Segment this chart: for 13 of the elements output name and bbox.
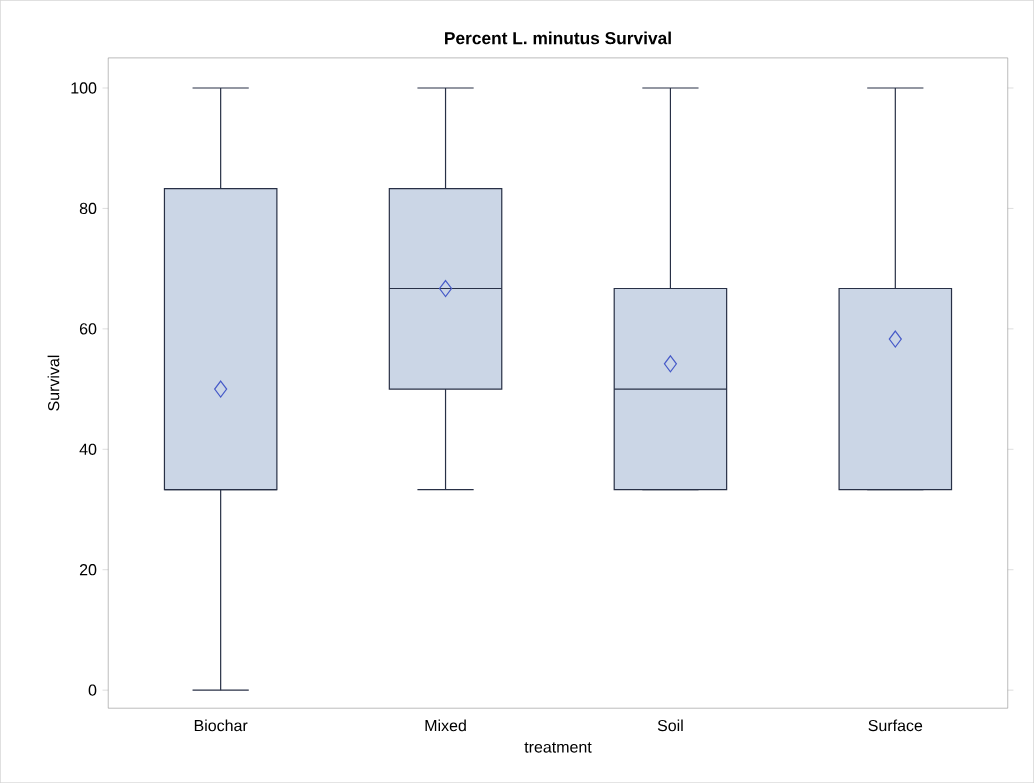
x-axis-title: treatment bbox=[524, 742, 592, 753]
x-tick-label: Biochar bbox=[194, 719, 248, 732]
x-tick-label: Mixed bbox=[425, 719, 466, 732]
y-tick-label: 100 bbox=[71, 82, 97, 94]
y-tick-label: 80 bbox=[79, 202, 97, 215]
y-tick-label: 0 bbox=[88, 684, 97, 696]
y-tick-label: 60 bbox=[79, 323, 97, 335]
x-tick-label: Soil bbox=[657, 719, 683, 732]
y-tick-label: 20 bbox=[79, 564, 97, 576]
chart-title: Percent L. minutus Survival bbox=[445, 31, 671, 45]
x-tick-label: Surface bbox=[868, 719, 923, 732]
y-axis-title: Survival bbox=[47, 355, 60, 411]
y-tick-label: 40 bbox=[79, 443, 97, 455]
